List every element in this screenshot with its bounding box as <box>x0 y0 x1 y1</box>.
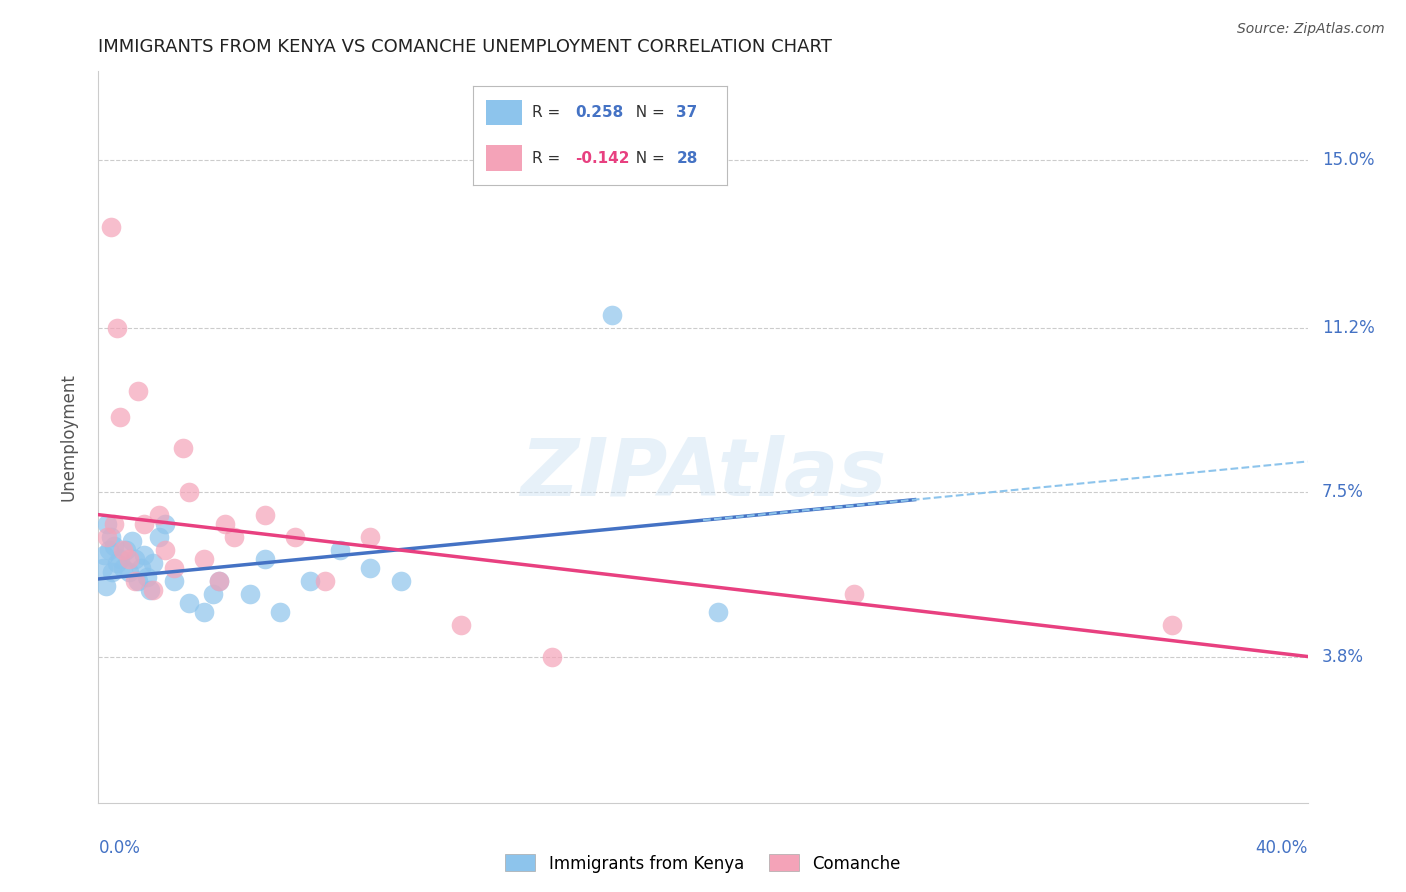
Point <box>163 574 186 589</box>
Point <box>284 530 307 544</box>
Point <box>253 552 276 566</box>
Point <box>360 561 382 575</box>
Point <box>103 516 125 531</box>
Point <box>707 605 730 619</box>
Text: 11.2%: 11.2% <box>1322 319 1375 337</box>
Text: 3.8%: 3.8% <box>1322 648 1364 665</box>
Point <box>118 566 141 580</box>
Point <box>135 570 157 584</box>
Point <box>153 543 176 558</box>
Point <box>101 566 124 580</box>
Point <box>172 441 194 455</box>
Point <box>111 561 134 575</box>
Point <box>96 516 118 531</box>
Point <box>98 543 121 558</box>
Point <box>124 574 146 589</box>
Point <box>139 582 162 597</box>
Text: ZIPAtlas: ZIPAtlas <box>520 434 886 513</box>
Point <box>360 530 382 544</box>
Point <box>93 548 115 562</box>
Point <box>124 552 146 566</box>
Point <box>105 557 128 571</box>
Point <box>208 574 231 589</box>
Point <box>132 516 155 531</box>
Point <box>142 582 165 597</box>
Y-axis label: Unemployment: Unemployment <box>59 373 77 501</box>
Text: 0.0%: 0.0% <box>98 839 141 857</box>
Point <box>142 557 165 571</box>
Point <box>96 530 118 544</box>
Text: 40.0%: 40.0% <box>1256 839 1308 857</box>
Point <box>103 539 125 553</box>
Point <box>844 587 866 601</box>
Point <box>105 321 128 335</box>
Point <box>121 534 143 549</box>
Point <box>299 574 322 589</box>
Text: Source: ZipAtlas.com: Source: ZipAtlas.com <box>1237 22 1385 37</box>
Point <box>108 410 131 425</box>
Point <box>239 587 262 601</box>
Point <box>540 649 562 664</box>
Point <box>91 561 114 575</box>
Point <box>179 485 201 500</box>
Point <box>193 552 215 566</box>
Point <box>253 508 276 522</box>
Point <box>108 552 131 566</box>
Point <box>118 552 141 566</box>
Point <box>100 530 122 544</box>
Point <box>202 587 225 601</box>
Point <box>1160 618 1182 632</box>
Point <box>214 516 236 531</box>
Point <box>193 605 215 619</box>
Text: 15.0%: 15.0% <box>1322 151 1375 169</box>
Text: 7.5%: 7.5% <box>1322 483 1364 501</box>
Point <box>269 605 291 619</box>
Point <box>148 508 170 522</box>
Point <box>389 574 412 589</box>
Point <box>224 530 246 544</box>
Point <box>114 543 136 558</box>
Point <box>314 574 336 589</box>
Point <box>127 384 149 398</box>
Point <box>163 561 186 575</box>
Point <box>329 543 352 558</box>
Point <box>132 548 155 562</box>
Text: IMMIGRANTS FROM KENYA VS COMANCHE UNEMPLOYMENT CORRELATION CHART: IMMIGRANTS FROM KENYA VS COMANCHE UNEMPL… <box>98 38 832 56</box>
Point <box>148 530 170 544</box>
Point <box>208 574 231 589</box>
Point <box>179 596 201 610</box>
Legend: Immigrants from Kenya, Comanche: Immigrants from Kenya, Comanche <box>499 847 907 880</box>
Point <box>111 543 134 558</box>
Point <box>100 219 122 234</box>
Point <box>153 516 176 531</box>
Point <box>450 618 472 632</box>
Point <box>129 561 152 575</box>
Point <box>94 578 117 592</box>
Point <box>602 308 624 322</box>
Point <box>127 574 149 589</box>
